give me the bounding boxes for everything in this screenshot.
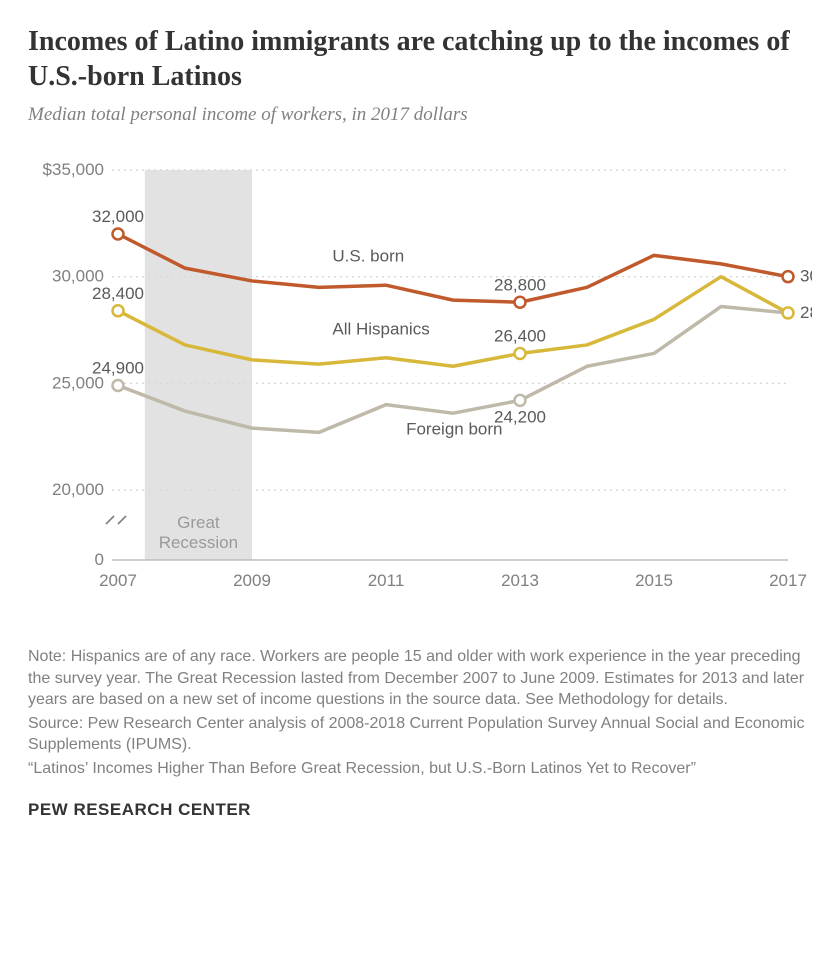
- svg-text:28,300: 28,300: [800, 303, 812, 322]
- svg-text:24,900: 24,900: [92, 358, 144, 377]
- svg-text:0: 0: [95, 550, 104, 569]
- svg-text:Foreign born: Foreign born: [406, 420, 502, 439]
- svg-text:30,000: 30,000: [800, 267, 812, 286]
- reference-text: “Latinos’ Incomes Higher Than Before Gre…: [28, 758, 812, 780]
- svg-text:All Hispanics: All Hispanics: [332, 319, 429, 338]
- svg-text:U.S. born: U.S. born: [332, 247, 404, 266]
- svg-text:2015: 2015: [635, 571, 673, 590]
- svg-text:2013: 2013: [501, 571, 539, 590]
- svg-text:20,000: 20,000: [52, 480, 104, 499]
- svg-text:32,000: 32,000: [92, 207, 144, 226]
- chart-subtitle: Median total personal income of workers,…: [28, 104, 812, 126]
- brand-footer: PEW RESEARCH CENTER: [28, 800, 812, 820]
- chart-notes: Note: Hispanics are of any race. Workers…: [28, 646, 812, 780]
- svg-text:28,400: 28,400: [92, 284, 144, 303]
- svg-text:Great: Great: [177, 513, 220, 532]
- svg-text:$35,000: $35,000: [43, 160, 104, 179]
- svg-text:26,400: 26,400: [494, 326, 546, 345]
- line-chart: 020,00025,00030,000$35,00020072009201120…: [28, 150, 812, 630]
- svg-text:2011: 2011: [368, 571, 405, 590]
- svg-text:2009: 2009: [233, 571, 271, 590]
- svg-text:28,800: 28,800: [494, 275, 546, 294]
- source-text: Source: Pew Research Center analysis of …: [28, 713, 812, 756]
- svg-text:2017: 2017: [769, 571, 807, 590]
- note-text: Note: Hispanics are of any race. Workers…: [28, 646, 812, 711]
- svg-text:2007: 2007: [99, 571, 137, 590]
- chart-title: Incomes of Latino immigrants are catchin…: [28, 24, 812, 94]
- svg-text:Recession: Recession: [159, 533, 238, 552]
